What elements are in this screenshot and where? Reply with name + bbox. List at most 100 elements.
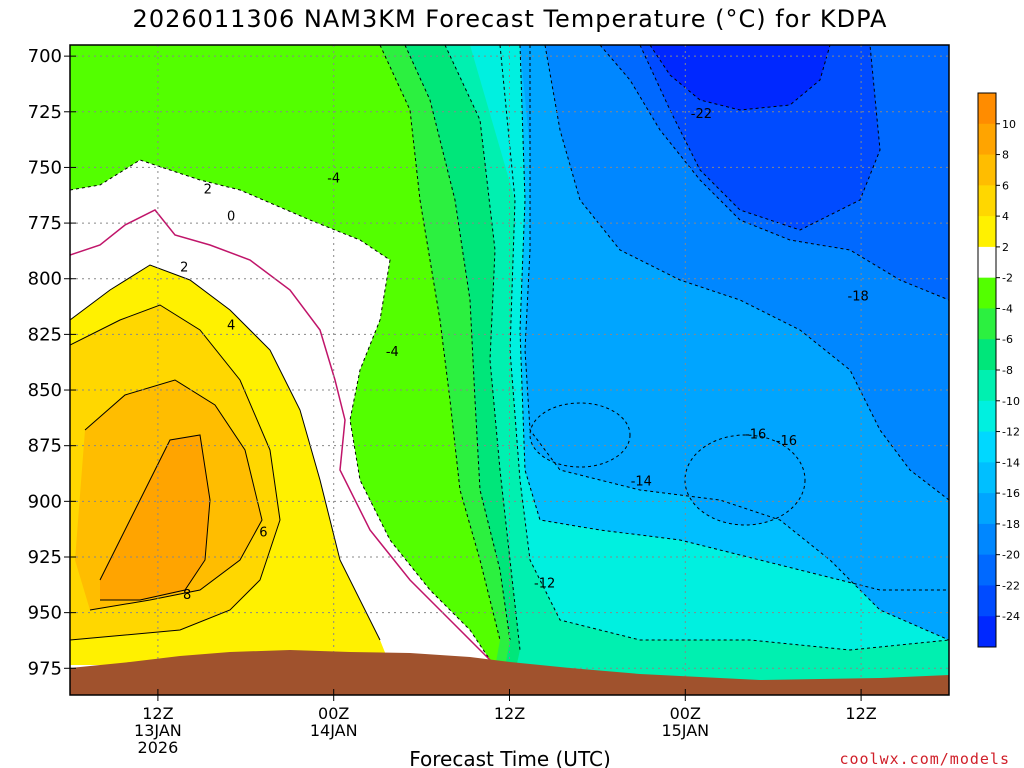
- y-tick-label: 725: [28, 102, 62, 123]
- colorbar-swatch: [978, 400, 996, 433]
- colorbar-label: -4: [1002, 302, 1013, 315]
- colorbar-swatch: [978, 246, 996, 279]
- colorbar-swatch: [978, 154, 996, 186]
- contour-minus4: [379, 45, 501, 641]
- y-tick-label: 950: [28, 603, 62, 624]
- contour-minus22: [649, 45, 831, 111]
- chart-title: 2026011306 NAM3KM Forecast Temperature (…: [133, 5, 888, 33]
- colorbar-swatch: [978, 93, 996, 125]
- contour-label: 6: [259, 526, 267, 541]
- band-minus12: [470, 45, 949, 650]
- contour-label: -22: [691, 107, 712, 122]
- colorbar-swatch: [978, 339, 996, 371]
- x-tick-label: 2026: [138, 738, 179, 757]
- colorbar-swatch: [978, 616, 996, 648]
- colorbar-swatch: [978, 462, 996, 494]
- colorbar-swatch: [978, 493, 996, 525]
- colorbar-swatch: [978, 585, 996, 617]
- contour-minus16-patch-b: [684, 434, 806, 526]
- colorbar-label: -22: [1002, 579, 1020, 592]
- colorbar-label: 8: [1002, 149, 1009, 162]
- x-tick-label: 00Z: [670, 704, 701, 723]
- y-tick-label: 850: [28, 380, 62, 401]
- colorbar-swatch: [978, 431, 996, 463]
- contour-minus16-patch-a: [529, 402, 631, 468]
- contour-minus14: [524, 45, 949, 641]
- colorbar-label: -2: [1002, 272, 1013, 285]
- colorbar-swatch: [978, 277, 996, 309]
- temperature-field: [70, 45, 949, 695]
- colorbar-swatch: [978, 523, 996, 556]
- colorbar-label: -6: [1002, 333, 1013, 346]
- freezing-line-0c: [70, 209, 501, 671]
- x-tick-label: 14JAN: [310, 721, 358, 740]
- x-tick-label: 00Z: [318, 704, 349, 723]
- contour-label: 0: [227, 209, 235, 224]
- colorbar-label: 4: [1002, 210, 1009, 223]
- credit-text: coolwx.com/models: [839, 750, 1010, 768]
- y-tick-label: 800: [28, 269, 62, 290]
- contour-label: 2: [204, 183, 212, 198]
- y-tick-label: 975: [28, 658, 62, 679]
- colorbar-label: -14: [1002, 456, 1020, 469]
- y-tick-label: 925: [28, 547, 62, 568]
- y-tick-label: 900: [28, 491, 62, 512]
- contour-minus16: [544, 45, 949, 501]
- colorbar-swatch: [978, 185, 996, 217]
- contour-6: [84, 379, 263, 611]
- colorbar-swatch: [978, 216, 996, 248]
- contour-label: -4: [327, 172, 340, 187]
- colorbar-swatch: [978, 370, 996, 402]
- x-tick-label: 15JAN: [661, 721, 709, 740]
- colorbar-label: -10: [1002, 395, 1020, 408]
- y-tick-label: 825: [28, 324, 62, 345]
- contour-label: 8: [183, 588, 191, 603]
- x-tick-label: 12Z: [494, 704, 525, 723]
- contour-2: [70, 264, 381, 641]
- contour-minus12: [519, 45, 949, 591]
- y-axis: 700 725 750 775 800 825 850 875 900 925 950 975: [28, 46, 76, 679]
- contour-label: -16: [745, 428, 766, 443]
- x-axis-title: Forecast Time (UTC): [409, 747, 611, 768]
- contour-label: -18: [848, 290, 869, 305]
- contour-minus2: [70, 159, 491, 661]
- patch-minus16-a: [530, 403, 630, 467]
- colorbar-label: 2: [1002, 241, 1009, 254]
- contour-8: [99, 434, 211, 601]
- contour-label: -16: [776, 434, 797, 449]
- colorbar-label: 10: [1002, 118, 1016, 131]
- contour-label: -12: [534, 577, 555, 592]
- x-tick-label: 12Z: [142, 704, 173, 723]
- contour-minus8: [444, 45, 521, 651]
- colorbar-label: -18: [1002, 518, 1020, 531]
- y-tick-label: 750: [28, 157, 62, 178]
- contour-4: [70, 304, 281, 641]
- contour-minus18: [599, 45, 949, 301]
- y-tick-label: 775: [28, 213, 62, 234]
- contour-label: 2: [180, 261, 188, 276]
- y-tick-label: 875: [28, 436, 62, 457]
- contour-label: -4: [386, 345, 399, 360]
- band-8: [100, 435, 210, 600]
- terrain: [70, 650, 949, 695]
- contour-label: 4: [227, 318, 235, 333]
- contours-positive: [70, 264, 381, 641]
- colorbar-swatch: [978, 554, 996, 586]
- colorbar-swatch: [978, 123, 996, 156]
- colorbar: 10 8 6 4 2 -2 -4 -6 -8 -10 -12 -14 -16 -18 -20 -22 -24: [977, 92, 1020, 648]
- colorbar-swatch: [978, 308, 996, 340]
- contour-minus10: [499, 45, 949, 651]
- x-tick-label: 13JAN: [134, 721, 182, 740]
- colorbar-label: -16: [1002, 487, 1020, 500]
- colorbar-label: -20: [1002, 549, 1020, 562]
- colorbar-label: -24: [1002, 610, 1020, 623]
- colorbar-label: -8: [1002, 364, 1013, 377]
- band-minus24: [650, 45, 830, 110]
- colorbar-label: 6: [1002, 179, 1009, 192]
- y-tick-label: 700: [28, 46, 62, 67]
- contour-label: -14: [631, 474, 652, 489]
- grid-lines: [70, 45, 949, 695]
